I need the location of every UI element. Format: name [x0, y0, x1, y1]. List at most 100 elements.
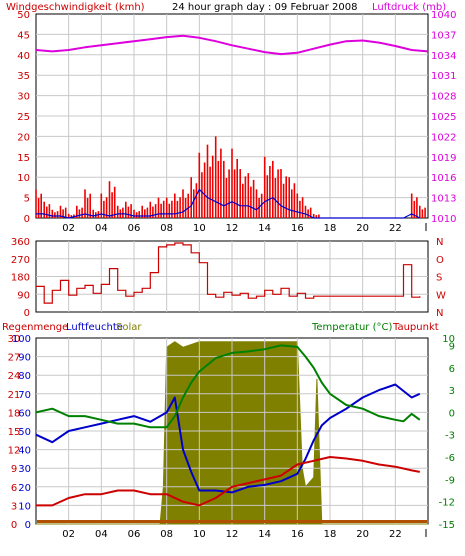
temperature-tick-label: 3 — [449, 386, 455, 397]
temperature-tick-label: 9 — [449, 341, 455, 352]
x-tick-label: 06 — [128, 529, 141, 540]
dewpoint-line — [36, 456, 420, 507]
compass-tick-label: N — [436, 308, 443, 319]
x-tick-label: 04 — [95, 529, 108, 540]
humidity-tick-label: 70 — [18, 390, 31, 401]
pressure-axis-label: Luftdruck (mb) — [372, 2, 446, 13]
direction-tick-label: 0 — [24, 308, 30, 319]
rain-tick-label: 12 — [8, 446, 21, 457]
wind-speed-line — [36, 188, 421, 219]
humidity-tick-label: 100 — [12, 334, 31, 345]
wind-axis-label: Windgeschwindigkeit (kmh) — [6, 2, 145, 13]
wind-gust-bars — [35, 136, 426, 218]
rain-tick-label: 15 — [8, 427, 21, 438]
temperature-axis-label: Temperatur (°C) — [311, 322, 392, 333]
temperature-tick-label: 6 — [449, 364, 455, 375]
pressure-tick-label: 1016 — [431, 173, 456, 184]
x-tick-label: 08 — [160, 223, 173, 234]
rain-tick-label: 9 — [11, 464, 17, 475]
pressure-tick-label: 1013 — [431, 194, 456, 205]
x-tick-label: 12 — [226, 529, 239, 540]
x-tick-label: 18 — [324, 529, 337, 540]
pressure-tick-label: 1022 — [431, 132, 456, 143]
wind-tick-label: 25 — [17, 112, 30, 123]
humidity-tick-label: 0 — [25, 520, 31, 531]
compass-tick-label: W — [436, 290, 446, 301]
x-tick-label: 16 — [291, 223, 304, 234]
humidity-tick-label: 30 — [18, 464, 31, 475]
wind-tick-label: 30 — [17, 92, 30, 103]
x-tick-label: 22 — [389, 529, 402, 540]
x-tick-label: 20 — [356, 529, 369, 540]
temperature-tick-label: 0 — [449, 408, 455, 419]
x-tick-label: 08 — [160, 529, 173, 540]
humidity-tick-label: 60 — [18, 408, 31, 419]
humidity-tick-label: 50 — [18, 427, 31, 438]
rain-tick-label: 0 — [11, 520, 17, 531]
rain-bar — [37, 520, 427, 523]
temperature-tick-label: 10 — [442, 334, 455, 345]
humidity-tick-label: 80 — [18, 371, 31, 382]
pressure-tick-label: 1040 — [431, 10, 456, 21]
direction-tick-label: 90 — [17, 290, 30, 301]
rain-axis-label: Regenmenge — [2, 322, 68, 333]
temperature-tick-label: -9 — [445, 475, 455, 486]
wind-tick-label: 35 — [17, 71, 30, 82]
x-tick-label: 18 — [324, 223, 337, 234]
direction-tick-label: 180 — [11, 273, 30, 284]
compass-tick-label: N — [436, 237, 443, 248]
x-tick-label: 02 — [62, 223, 75, 234]
x-tick-label: 10 — [193, 223, 206, 234]
x-tick-label: 06 — [128, 223, 141, 234]
wind-tick-label: 5 — [24, 194, 30, 205]
wind-tick-label: 40 — [17, 51, 30, 62]
compass-tick-label: O — [436, 255, 444, 266]
temperature-line — [35, 344, 421, 429]
wind-tick-label: 10 — [17, 173, 30, 184]
wind-tick-label: 0 — [24, 214, 30, 225]
x-tick-label: 04 — [95, 223, 108, 234]
x-tick-label: 10 — [193, 529, 206, 540]
x-tick-label: 22 — [389, 223, 402, 234]
wind-tick-label: 45 — [17, 30, 30, 41]
chart-title: 24 hour graph day : 09 Februar 2008 — [172, 2, 357, 13]
x-tick-label: 14 — [258, 529, 271, 540]
temperature-tick-label: -3 — [445, 431, 455, 442]
wind-tick-label: 15 — [17, 153, 30, 164]
pressure-tick-label: 1031 — [431, 71, 456, 82]
rain-tick-label: 27 — [8, 353, 21, 364]
x-tick-label: 20 — [356, 223, 369, 234]
pressure-line — [35, 34, 429, 56]
direction-tick-label: 270 — [11, 255, 30, 266]
wind-direction-line — [36, 242, 421, 304]
x-tick-label: 12 — [226, 223, 239, 234]
rain-tick-label: 21 — [8, 390, 21, 401]
wind-tick-label: 50 — [17, 10, 30, 21]
direction-tick-label: 360 — [11, 237, 30, 248]
pressure-tick-label: 1028 — [431, 92, 456, 103]
rain-tick-label: 18 — [8, 408, 21, 419]
compass-tick-label: S — [436, 273, 442, 284]
rain-tick-label: 3 — [11, 501, 17, 512]
rain-tick-label: 30 — [8, 334, 21, 345]
x-tick-label: 14 — [258, 223, 271, 234]
humidity-tick-label: 40 — [18, 446, 31, 457]
rain-tick-label: 24 — [8, 371, 21, 382]
humidity-tick-label: 10 — [18, 501, 31, 512]
humidity-axis-label: Luftfeuchte — [66, 322, 123, 333]
x-tick-label: 02 — [62, 529, 75, 540]
wind-pressure-panel: 0510152025303540455010101013101610191022… — [17, 10, 456, 234]
temperature-tick-label: -6 — [445, 453, 455, 464]
humidity-line — [35, 383, 421, 494]
humidity-temperature-panel: 0369121518212427300102030405060708090100… — [8, 334, 455, 540]
pressure-tick-label: 1034 — [431, 51, 456, 62]
pressure-tick-label: 1019 — [431, 153, 456, 164]
humidity-tick-label: 20 — [18, 483, 31, 494]
dewpoint-axis-label: Taupunkt — [392, 322, 439, 333]
x-tick-label: 16 — [291, 529, 304, 540]
temperature-tick-label: -15 — [439, 520, 455, 531]
pressure-tick-label: 1037 — [431, 30, 456, 41]
humidity-tick-label: 90 — [18, 353, 31, 364]
